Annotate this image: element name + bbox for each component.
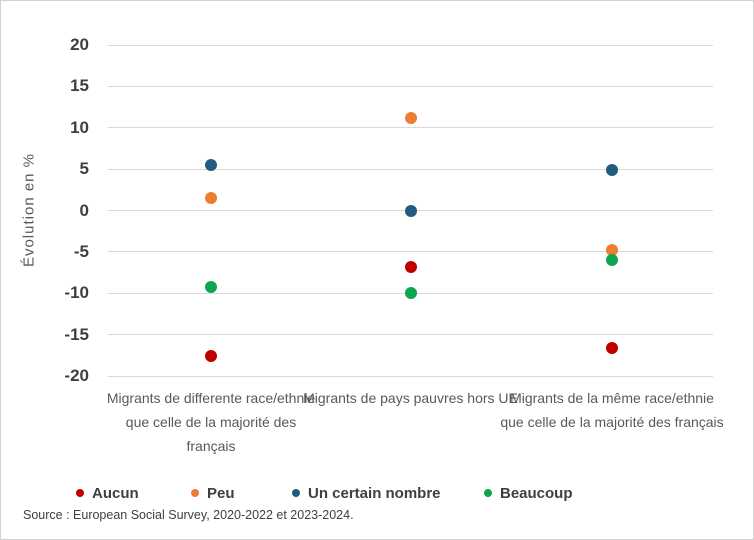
data-point-aucun xyxy=(606,341,618,354)
data-point-peu xyxy=(404,111,417,124)
y-tick-label: -20 xyxy=(64,366,89,385)
plot-area xyxy=(108,44,713,377)
y-tick-label: -10 xyxy=(64,283,89,303)
legend-label: Beaucoup xyxy=(500,484,573,502)
x-category-label: Migrants de la même race/ethnie que cell… xyxy=(500,390,724,430)
y-tick-label: -5 xyxy=(73,241,89,261)
legend-label: Peu xyxy=(207,484,235,502)
legend-dot-icon xyxy=(292,489,300,497)
y-tick-label: 15 xyxy=(70,76,89,96)
y-tick-label: 5 xyxy=(79,159,89,179)
data-point-peu xyxy=(606,244,618,257)
gridline xyxy=(108,251,713,253)
legend-item-peu: Peu xyxy=(191,484,235,502)
legend-item-beaucoup: Beaucoup xyxy=(484,484,573,502)
legend-dot-icon xyxy=(76,489,84,497)
data-point-un-certain-nombre xyxy=(606,163,618,176)
data-point-un-certain-nombre xyxy=(205,158,217,171)
y-tick-label: 10 xyxy=(70,117,89,137)
y-tick-label: 0 xyxy=(79,200,89,220)
legend-item-un-certain-nombre: Un certain nombre xyxy=(292,484,441,502)
data-point-aucun xyxy=(205,350,217,363)
legend-dot-icon xyxy=(191,489,199,497)
gridline xyxy=(108,334,713,336)
legend-dot-icon xyxy=(484,489,492,497)
gridline xyxy=(108,375,713,377)
data-point-un-certain-nombre xyxy=(404,204,417,217)
legend-label: Un certain nombre xyxy=(308,484,441,502)
data-point-peu xyxy=(205,192,217,205)
data-point-beaucoup xyxy=(606,254,618,267)
x-category-label: Migrants de differente race/ethnie que c… xyxy=(106,390,316,454)
data-point-beaucoup xyxy=(404,287,417,300)
y-tick-label: 20 xyxy=(70,35,89,54)
y-tick-label: -15 xyxy=(64,324,89,344)
gridline xyxy=(108,85,713,87)
legend-item-aucun: Aucun xyxy=(76,484,139,502)
data-point-aucun xyxy=(404,260,417,273)
gridline xyxy=(108,127,713,129)
legend-label: Aucun xyxy=(92,484,139,502)
gridline xyxy=(108,168,713,170)
gridline xyxy=(108,44,713,46)
data-point-beaucoup xyxy=(205,281,217,294)
x-category-label: Migrants de pays pauvres hors UE xyxy=(303,390,518,406)
source-note: Source : European Social Survey, 2020-20… xyxy=(23,508,354,522)
